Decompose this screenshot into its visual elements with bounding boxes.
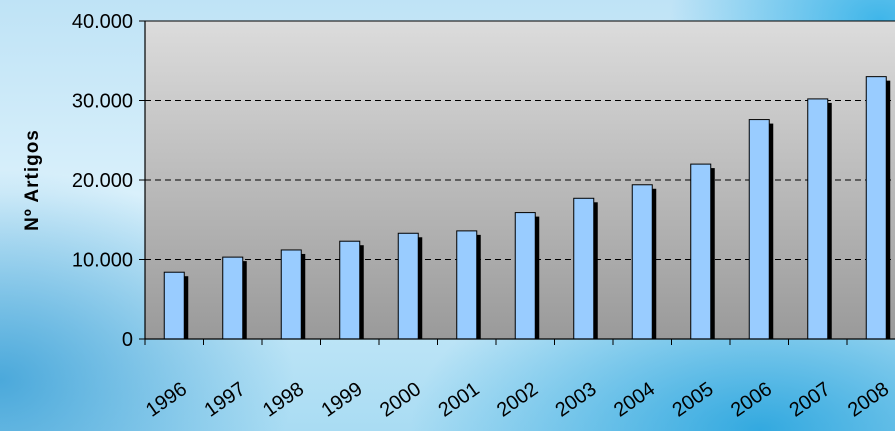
x-tick-label: 2005 (669, 378, 718, 422)
x-tick-label: 2003 (552, 378, 601, 422)
x-tick-label: 2000 (376, 378, 425, 422)
bar-2000 (397, 232, 419, 340)
x-tick-labels: 1996 1997 1998 1999 2000 2001 2002 2003 2004 2005… (142, 378, 893, 422)
y-tick-label: 10.000 (72, 250, 133, 272)
y-tick-label: 40.000 (72, 11, 133, 33)
x-tick-label: 2007 (786, 378, 835, 422)
x-tick-label: 2001 (435, 378, 484, 422)
axes-group (139, 20, 895, 345)
y-tick-label: 30.000 (72, 91, 133, 113)
y-tick-label: 0 (122, 329, 133, 351)
y-tick-label: 20.000 (72, 170, 133, 192)
x-tick-label: 2008 (844, 378, 893, 422)
x-tick-label: 1997 (201, 378, 250, 422)
x-tick-label: 2006 (727, 378, 776, 422)
bar-2004 (631, 184, 653, 340)
bar-2006 (748, 119, 770, 340)
bar-2001 (456, 230, 478, 340)
bars-group (163, 76, 891, 340)
bar-1996 (163, 271, 185, 340)
y-tick-labels: 0 10.000 20.000 30.000 40.000 (72, 11, 133, 351)
bar-1998 (280, 249, 302, 340)
x-tick-label: 1996 (142, 378, 191, 422)
bar-2005 (690, 163, 712, 340)
y-axis-label: Nº Artigos (22, 129, 43, 231)
x-tick-label: 1999 (318, 378, 367, 422)
bar-2008 (865, 76, 887, 340)
bar-2007 (807, 98, 829, 340)
x-tick-label: 1998 (259, 378, 308, 422)
bar-2002 (514, 212, 536, 340)
x-tick-label: 2002 (493, 378, 542, 422)
x-tick-label: 2004 (610, 378, 659, 422)
bar-1999 (339, 240, 361, 340)
bar-2003 (573, 197, 595, 340)
bar-1997 (222, 256, 244, 340)
